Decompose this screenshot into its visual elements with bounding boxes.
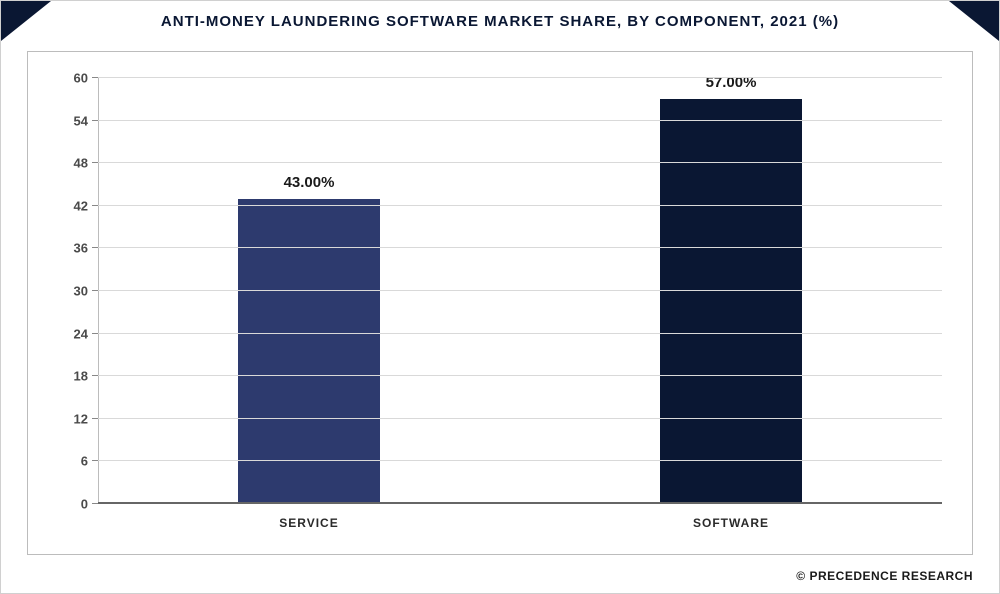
ytick-label: 42 — [74, 198, 88, 213]
plot-area: 43.00%SERVICE57.00%SOFTWARE 061218243036… — [98, 78, 942, 504]
ytick-mark — [92, 503, 98, 504]
gridline — [98, 290, 942, 291]
chart-frame: 43.00%SERVICE57.00%SOFTWARE 061218243036… — [27, 51, 973, 555]
ytick-label: 24 — [74, 326, 88, 341]
gridline — [98, 460, 942, 461]
gridline — [98, 205, 942, 206]
ytick-mark — [92, 460, 98, 461]
xtick-label: SOFTWARE — [693, 516, 769, 530]
ytick-mark — [92, 120, 98, 121]
ytick-mark — [92, 418, 98, 419]
gridline — [98, 120, 942, 121]
ytick-label: 36 — [74, 241, 88, 256]
x-axis-line — [98, 502, 942, 504]
ytick-label: 54 — [74, 113, 88, 128]
ytick-mark — [92, 247, 98, 248]
ytick-mark — [92, 205, 98, 206]
title-wedge-left — [1, 1, 51, 41]
ytick-label: 18 — [74, 369, 88, 384]
ytick-label: 6 — [81, 454, 88, 469]
gridline — [98, 247, 942, 248]
ytick-label: 30 — [74, 284, 88, 299]
ytick-mark — [92, 290, 98, 291]
title-bar: ANTI-MONEY LAUNDERING SOFTWARE MARKET SH… — [1, 1, 999, 41]
ytick-label: 0 — [81, 497, 88, 512]
bar-slot: 57.00%SOFTWARE — [520, 78, 942, 504]
chart-container: ANTI-MONEY LAUNDERING SOFTWARE MARKET SH… — [0, 0, 1000, 594]
xtick-label: SERVICE — [279, 516, 338, 530]
gridline — [98, 375, 942, 376]
bar-value-label: 43.00% — [284, 174, 335, 191]
bars-wrap: 43.00%SERVICE57.00%SOFTWARE — [98, 78, 942, 504]
gridline — [98, 77, 942, 78]
ytick-mark — [92, 375, 98, 376]
title-wedge-right — [949, 1, 999, 41]
bar: 43.00% — [238, 199, 380, 504]
ytick-mark — [92, 77, 98, 78]
gridline — [98, 333, 942, 334]
attribution-text: © PRECEDENCE RESEARCH — [796, 569, 973, 583]
chart-title: ANTI-MONEY LAUNDERING SOFTWARE MARKET SH… — [161, 13, 839, 30]
ytick-label: 60 — [74, 71, 88, 86]
bar-slot: 43.00%SERVICE — [98, 78, 520, 504]
gridline — [98, 162, 942, 163]
bar: 57.00% — [660, 99, 802, 504]
ytick-label: 48 — [74, 156, 88, 171]
ytick-label: 12 — [74, 411, 88, 426]
gridline — [98, 418, 942, 419]
ytick-mark — [92, 333, 98, 334]
ytick-mark — [92, 162, 98, 163]
